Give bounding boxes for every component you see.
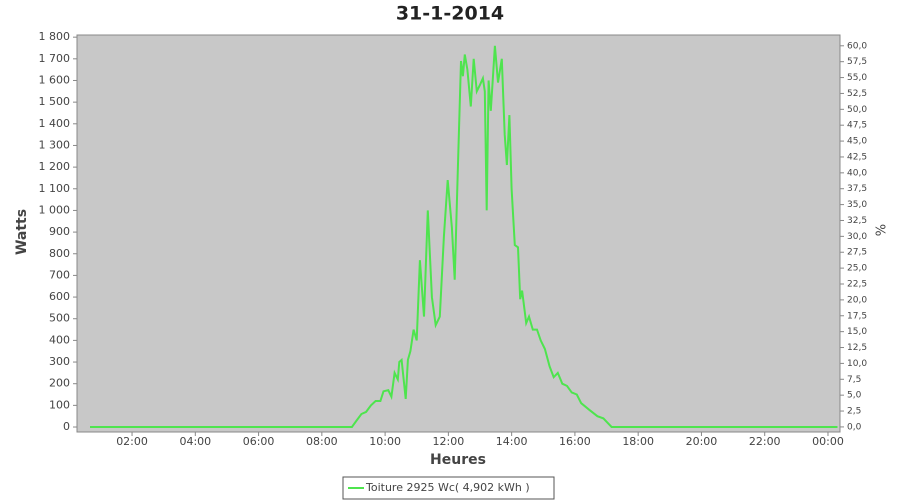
y2-tick-label: 32,5 xyxy=(847,216,867,226)
y2-tick-label: 47,5 xyxy=(847,121,867,131)
y2-tick-label: 27,5 xyxy=(847,248,867,258)
x-tick-label: 00:00 xyxy=(812,435,844,448)
y2-tick-label: 37,5 xyxy=(847,184,867,194)
y2-tick-label: 42,5 xyxy=(847,152,867,162)
y2-tick-label: 5,0 xyxy=(847,391,862,401)
plot-area xyxy=(76,34,841,433)
y-tick-label: 300 xyxy=(49,355,70,368)
y2-tick-label: 57,5 xyxy=(847,57,867,67)
y-tick-label: 400 xyxy=(49,333,70,346)
y-tick-label: 1 300 xyxy=(39,138,71,151)
y2-tick-label: 2,5 xyxy=(847,407,861,417)
x-tick-label: 14:00 xyxy=(496,435,528,448)
y-tick-label: 900 xyxy=(49,225,70,238)
y-tick-label: 1 000 xyxy=(39,203,71,216)
y2-tick-label: 40,0 xyxy=(847,168,867,178)
y-tick-label: 600 xyxy=(49,290,70,303)
y-tick-label: 1 800 xyxy=(39,30,71,43)
y2-tick-label: 0,0 xyxy=(847,422,862,432)
legend-box xyxy=(342,476,555,500)
y2-tick-label: 10,0 xyxy=(847,359,867,369)
y2-tick-label: 7,5 xyxy=(847,375,861,385)
y-tick-label: 200 xyxy=(49,377,70,390)
x-tick-label: 08:00 xyxy=(306,435,338,448)
x-tick-label: 20:00 xyxy=(686,435,718,448)
x-tick-label: 22:00 xyxy=(749,435,781,448)
x-tick-label: 18:00 xyxy=(622,435,654,448)
legend-label: Toiture 2925 Wc( 4,902 kWh ) xyxy=(365,481,530,494)
y-tick-label: 1 500 xyxy=(39,95,71,108)
y-tick-label: 1 700 xyxy=(39,52,71,65)
y-tick-label: 1 400 xyxy=(39,117,71,130)
y-tick-label: 1 200 xyxy=(39,160,71,173)
y2-tick-label: 12,5 xyxy=(847,343,867,353)
y2-tick-label: 55,0 xyxy=(847,73,867,83)
y2-tick-label: 15,0 xyxy=(847,327,867,337)
y2-tick-label: 45,0 xyxy=(847,137,867,147)
chart-title: 31-1-2014 xyxy=(396,3,504,25)
y-tick-label: 1 100 xyxy=(39,182,71,195)
x-tick-label: 12:00 xyxy=(433,435,465,448)
y2-tick-label: 60,0 xyxy=(847,41,867,51)
x-tick-label: 02:00 xyxy=(116,435,148,448)
y-axis-label: Watts xyxy=(14,209,30,255)
x-tick-label: 10:00 xyxy=(369,435,401,448)
x-axis-label: Heures xyxy=(430,452,486,468)
y2-tick-label: 30,0 xyxy=(847,232,867,242)
x-tick-label: 06:00 xyxy=(243,435,275,448)
y2-tick-label: 25,0 xyxy=(847,264,867,274)
y2-tick-label: 50,0 xyxy=(847,105,867,115)
y2-tick-label: 35,0 xyxy=(847,200,867,210)
y-tick-label: 100 xyxy=(49,398,70,411)
y2-tick-label: 22,5 xyxy=(847,279,867,289)
y-tick-label: 700 xyxy=(49,268,70,281)
y-tick-label: 1 600 xyxy=(39,73,71,86)
y-tick-label: 800 xyxy=(49,247,70,260)
x-tick-label: 16:00 xyxy=(559,435,591,448)
y2-tick-label: 20,0 xyxy=(847,295,867,305)
y-tick-label: 500 xyxy=(49,312,70,325)
y2-axis-label: % xyxy=(875,224,890,236)
series-line xyxy=(90,45,838,428)
x-tick-label: 04:00 xyxy=(179,435,211,448)
y2-tick-label: 17,5 xyxy=(847,311,867,321)
y2-tick-label: 52,5 xyxy=(847,89,867,99)
y-tick-label: 0 xyxy=(63,420,70,433)
